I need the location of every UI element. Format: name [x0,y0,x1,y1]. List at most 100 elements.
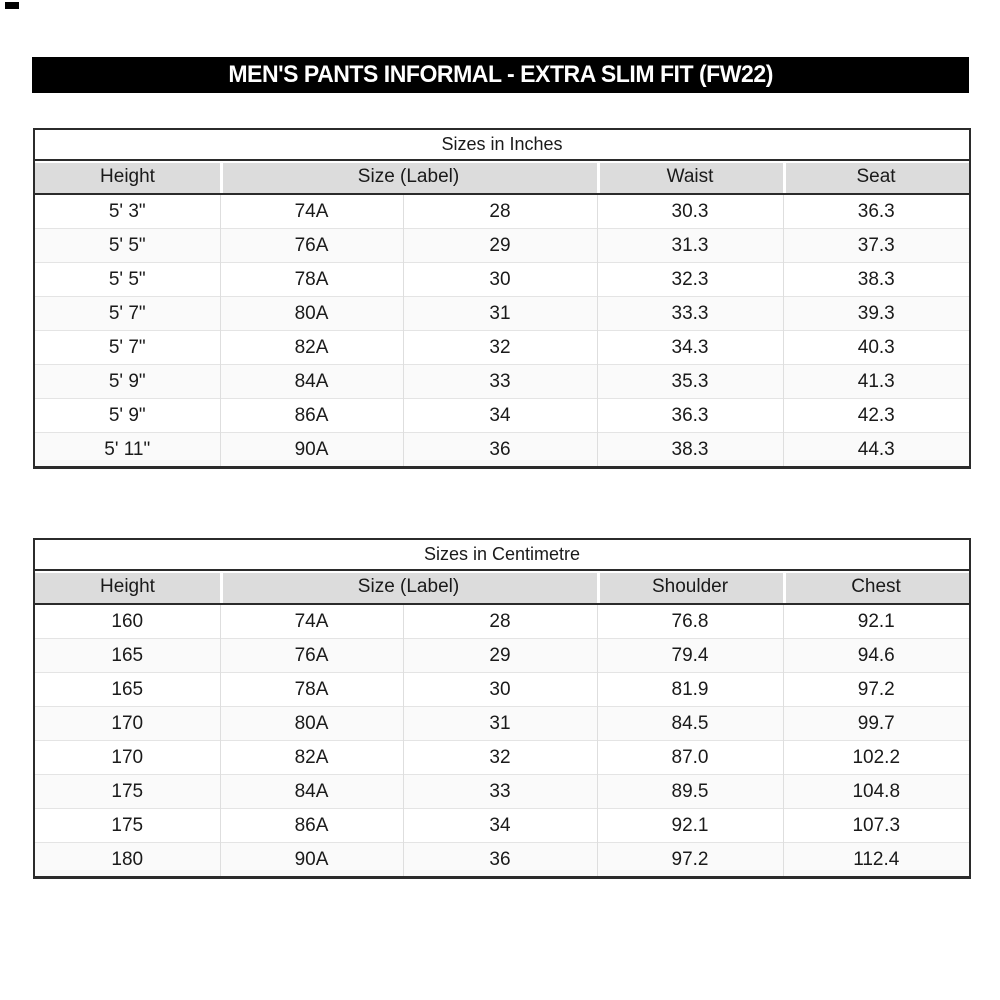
table-cell: 44.3 [782,432,971,468]
table-header-row: Height Size (Label) Waist Seat [34,160,971,195]
table-cell: 30 [402,262,597,297]
table-row: 170 80A 31 84.5 99.7 [34,706,971,741]
table-row: 165 76A 29 79.4 94.6 [34,638,971,673]
table-cell: 34 [402,808,597,843]
table-cell: 36.3 [596,398,783,433]
table-cell: 32.3 [596,262,783,297]
table-cell: 165 [34,638,220,673]
table-cell: 92.1 [782,604,971,639]
table-cell: 74A [219,604,403,639]
table-cell: 34 [402,398,597,433]
table-row: 5' 5" 76A 29 31.3 37.3 [34,228,971,263]
title-bar: MEN'S PANTS INFORMAL - EXTRA SLIM FIT (F… [32,57,969,93]
table-cell: 38.3 [782,262,971,297]
table-cell: 33.3 [596,296,783,331]
table-cell: 79.4 [596,638,783,673]
table-cell: 94.6 [782,638,971,673]
table-cell: 99.7 [782,706,971,741]
table-cell: 86A [219,398,403,433]
table-cell: 180 [34,842,220,878]
table-row: 5' 3" 74A 28 30.3 36.3 [34,194,971,229]
table-cell: 5' 7" [34,296,220,331]
table-cell: 31.3 [596,228,783,263]
table-row: 170 82A 32 87.0 102.2 [34,740,971,775]
table-cell: 84A [219,364,403,399]
table-row: 175 86A 34 92.1 107.3 [34,808,971,843]
table-cell: 33 [402,774,597,809]
table-row: 180 90A 36 97.2 112.4 [34,842,971,878]
table-cell: 76A [219,638,403,673]
table-cell: 74A [219,194,403,229]
table-cell: 29 [402,638,597,673]
table-cell: 42.3 [782,398,971,433]
table-cell: 92.1 [596,808,783,843]
inches-table: Sizes in Inches Height Size (Label) Wais… [33,128,972,469]
table-cell: 84A [219,774,403,809]
table-cell: 104.8 [782,774,971,809]
table-row: 175 84A 33 89.5 104.8 [34,774,971,809]
table-cell: 40.3 [782,330,971,365]
table-cell: 78A [219,672,403,707]
table-cell: 35.3 [596,364,783,399]
table-cell: 102.2 [782,740,971,775]
table-cell: 30 [402,672,597,707]
column-header-size-label: Size (Label) [220,570,597,605]
table-cell: 84.5 [596,706,783,741]
table-cell: 170 [34,740,220,775]
table-row: 5' 11" 90A 36 38.3 44.3 [34,432,971,468]
table-cell: 32 [402,330,597,365]
table-cell: 5' 9" [34,364,220,399]
inches-size-table: Sizes in Inches Height Size (Label) Wais… [33,128,972,469]
table-cell: 160 [34,604,220,639]
table-cell: 37.3 [782,228,971,263]
table-cell: 32 [402,740,597,775]
table-cell: 90A [219,432,403,468]
table-cell: 175 [34,774,220,809]
table-cell: 5' 7" [34,330,220,365]
table-cell: 28 [402,194,597,229]
centimetre-size-table: Sizes in Centimetre Height Size (Label) … [33,538,972,879]
table-cell: 86A [219,808,403,843]
table-cell: 28 [402,604,597,639]
table-cell: 5' 5" [34,228,220,263]
table-cell: 36 [402,842,597,878]
table-cell: 89.5 [596,774,783,809]
table-cell: 41.3 [782,364,971,399]
table-cell: 107.3 [782,808,971,843]
table-row: 5' 9" 84A 33 35.3 41.3 [34,364,971,399]
table-cell: 76A [219,228,403,263]
table-cell: 31 [402,706,597,741]
table-cell: 5' 3" [34,194,220,229]
table-title: Sizes in Centimetre [34,539,971,571]
table-cell: 5' 11" [34,432,220,468]
table-cell: 36.3 [782,194,971,229]
table-title: Sizes in Inches [34,129,971,161]
table-cell: 82A [219,330,403,365]
table-cell: 87.0 [596,740,783,775]
table-cell: 165 [34,672,220,707]
table-cell: 175 [34,808,220,843]
table-cell: 81.9 [596,672,783,707]
column-header-height: Height [34,570,220,605]
column-header-chest: Chest [783,570,971,605]
column-header-shoulder: Shoulder [597,570,783,605]
table-cell: 97.2 [596,842,783,878]
table-row: 5' 5" 78A 30 32.3 38.3 [34,262,971,297]
table-row: 165 78A 30 81.9 97.2 [34,672,971,707]
column-header-size-label: Size (Label) [220,160,597,195]
column-header-waist: Waist [597,160,783,195]
table-cell: 80A [219,296,403,331]
table-title-row: Sizes in Inches [34,129,971,161]
table-cell: 34.3 [596,330,783,365]
table-row: 160 74A 28 76.8 92.1 [34,604,971,639]
table-cell: 80A [219,706,403,741]
table-cell: 90A [219,842,403,878]
table-cell: 39.3 [782,296,971,331]
table-row: 5' 9" 86A 34 36.3 42.3 [34,398,971,433]
table-cell: 170 [34,706,220,741]
table-cell: 38.3 [596,432,783,468]
table-cell: 112.4 [782,842,971,878]
table-cell: 36 [402,432,597,468]
table-cell: 97.2 [782,672,971,707]
